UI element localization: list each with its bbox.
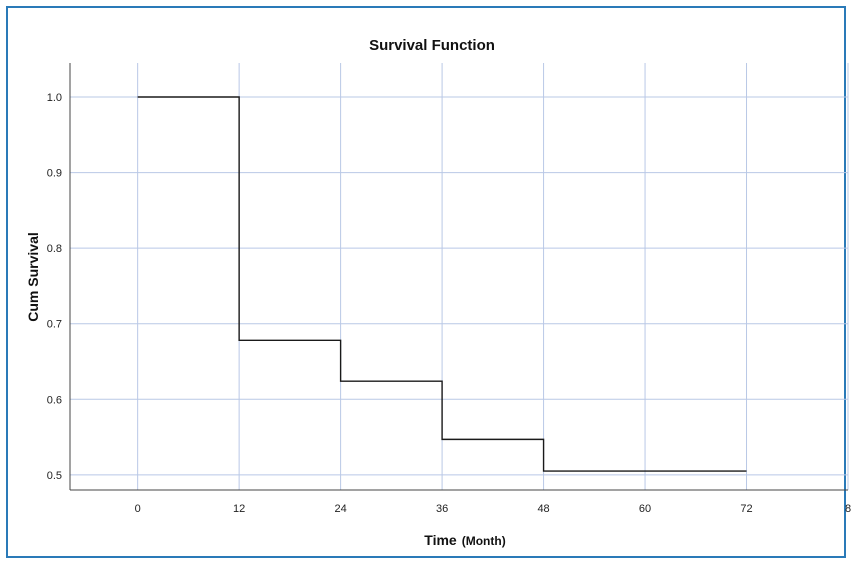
y-axis-title: Cum Survival [25, 232, 41, 321]
series-group [137, 96, 747, 472]
x-tick-label: 72 [740, 503, 752, 515]
y-tick-labels: 0.5 0.6 0.7 0.8 0.9 1.0 [47, 92, 62, 482]
x-tick-label: 8 [845, 503, 851, 515]
y-tick-label: 0.9 [47, 168, 62, 180]
x-axis-title: Time (Month) [424, 532, 505, 548]
x-tick-label: 24 [334, 503, 346, 515]
x-tick-label: 48 [537, 503, 549, 515]
y-tick-label: 0.7 [47, 319, 62, 331]
y-tick-label: 0.8 [47, 243, 62, 255]
chart-title: Survival Function [369, 37, 495, 54]
y-tick-label: 1.0 [47, 92, 62, 104]
axes [69, 63, 848, 491]
y-tick-label: 0.6 [47, 394, 62, 406]
x-tick-label: 12 [233, 503, 245, 515]
y-tick-label: 0.5 [47, 470, 62, 482]
x-axis-title-main: Time [424, 532, 457, 548]
x-tick-label: 36 [436, 503, 448, 515]
survival-step-line [137, 96, 747, 472]
x-axis-title-unit: (Month) [462, 534, 506, 548]
x-tick-label: 60 [639, 503, 651, 515]
x-tick-labels: 0 12 24 36 48 60 72 8 [135, 503, 851, 515]
chart-frame [6, 6, 846, 558]
grid-lines [70, 63, 849, 490]
x-tick-label: 0 [135, 503, 141, 515]
